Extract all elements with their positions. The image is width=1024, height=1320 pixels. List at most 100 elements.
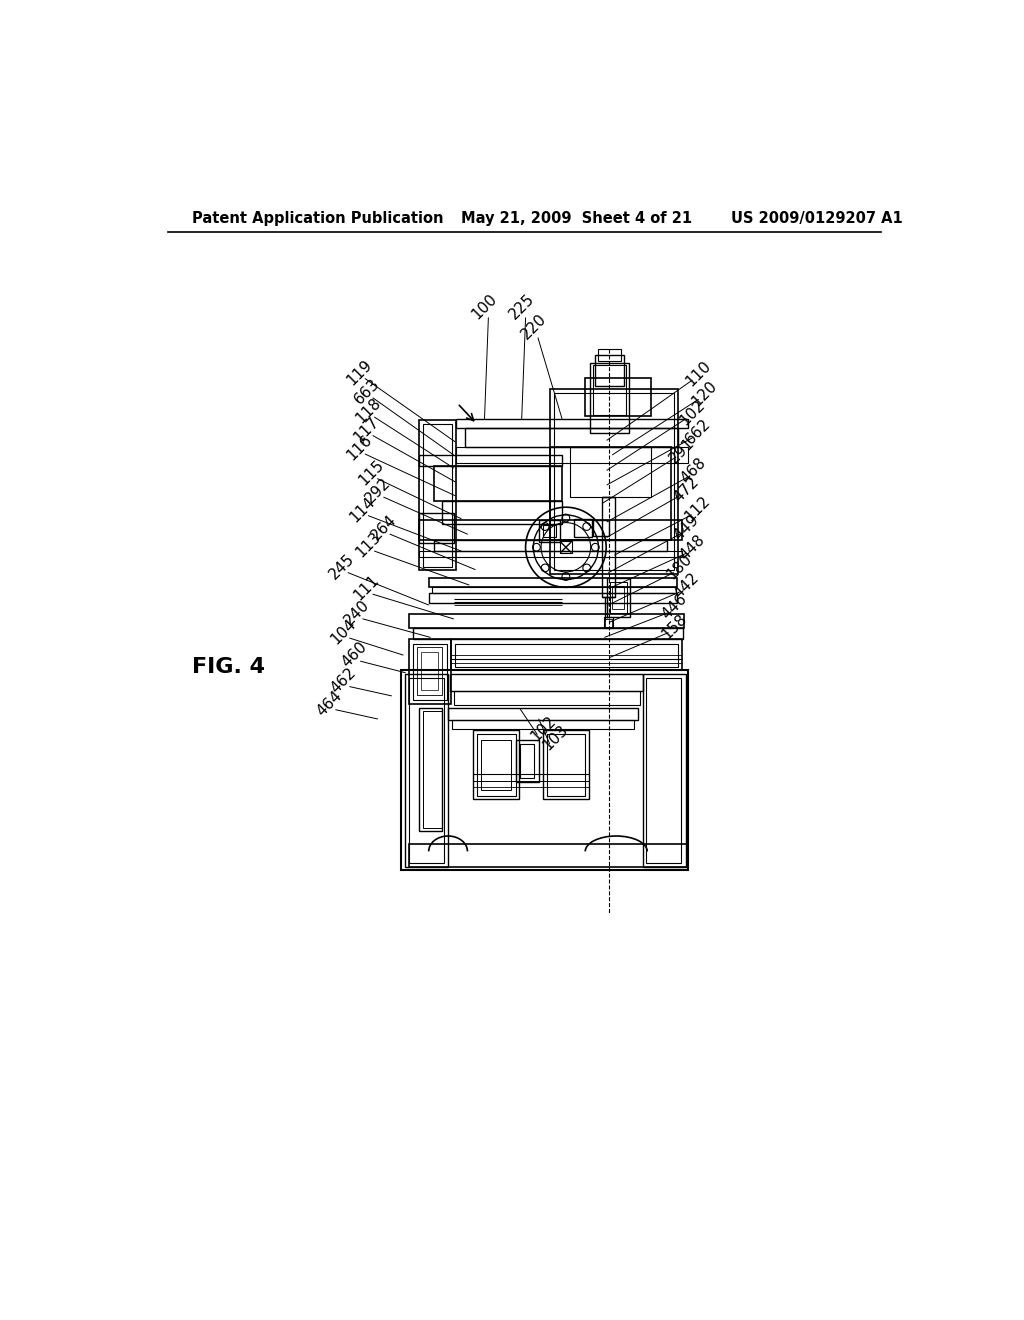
Text: 264: 264	[369, 512, 399, 544]
Bar	[419, 520, 682, 540]
Text: 468: 468	[678, 455, 710, 487]
Text: 158: 158	[658, 611, 690, 642]
Text: 114: 114	[346, 494, 378, 525]
Bar	[612, 586, 624, 609]
Bar	[465, 428, 678, 447]
Bar	[593, 520, 608, 536]
Text: 119: 119	[343, 356, 375, 388]
Bar	[598, 350, 621, 360]
Text: 464: 464	[314, 688, 345, 719]
Text: FIG. 4: FIG. 4	[191, 656, 264, 677]
Bar	[419, 708, 442, 832]
Text: Patent Application Publication: Patent Application Publication	[191, 211, 443, 226]
Bar	[421, 652, 438, 690]
Bar	[423, 424, 452, 566]
Bar	[456, 418, 688, 428]
Bar	[539, 520, 560, 541]
Bar	[414, 628, 683, 639]
Text: 102: 102	[528, 713, 559, 743]
Bar	[419, 420, 456, 570]
Text: 446: 446	[658, 591, 690, 622]
Text: May 21, 2009  Sheet 4 of 21: May 21, 2009 Sheet 4 of 21	[461, 211, 692, 226]
Bar	[515, 739, 539, 781]
Text: 449: 449	[671, 512, 701, 544]
Text: 118: 118	[352, 396, 384, 426]
Bar	[610, 582, 627, 612]
Text: 225: 225	[506, 290, 538, 322]
Bar	[590, 363, 629, 433]
Bar	[569, 447, 651, 498]
Bar	[560, 541, 572, 553]
Bar	[417, 647, 442, 696]
Bar	[400, 669, 687, 870]
Bar	[544, 525, 556, 537]
Bar	[452, 719, 634, 729]
Bar	[543, 730, 589, 799]
Bar	[643, 675, 686, 867]
Text: 117: 117	[351, 414, 382, 445]
Bar	[409, 843, 687, 867]
Bar	[573, 519, 592, 537]
Bar	[454, 692, 640, 705]
Text: 245: 245	[327, 550, 357, 582]
Bar	[434, 466, 562, 502]
Text: 104: 104	[328, 616, 359, 648]
Text: 110: 110	[683, 359, 714, 389]
Bar	[550, 389, 678, 574]
Text: 472: 472	[671, 474, 701, 506]
Bar	[432, 587, 676, 594]
Text: 240: 240	[341, 597, 372, 628]
Bar	[607, 578, 630, 616]
Text: US 2009/0129207 A1: US 2009/0129207 A1	[731, 211, 903, 226]
Bar	[449, 708, 638, 719]
Text: 112: 112	[682, 494, 713, 524]
Bar	[593, 364, 626, 414]
Bar	[419, 552, 682, 557]
Bar	[602, 498, 614, 597]
Bar	[646, 678, 681, 863]
Bar	[414, 644, 446, 700]
Text: 291: 291	[667, 436, 697, 466]
Bar	[410, 678, 444, 863]
Bar	[550, 447, 671, 540]
Bar	[473, 730, 519, 799]
Text: 102: 102	[677, 397, 708, 428]
Bar	[477, 734, 515, 796]
Text: 663: 663	[351, 376, 382, 408]
Text: 462: 462	[328, 665, 359, 696]
Text: 442: 442	[671, 570, 701, 602]
Text: 662: 662	[683, 416, 714, 447]
Text: 460: 460	[339, 639, 370, 671]
Bar	[455, 644, 678, 667]
Bar	[429, 594, 677, 603]
Bar	[547, 734, 586, 796]
Text: 111: 111	[351, 573, 382, 603]
Bar	[409, 639, 452, 705]
Text: 115: 115	[355, 457, 387, 488]
Bar	[452, 639, 682, 669]
Bar	[605, 619, 611, 627]
Bar	[423, 711, 442, 829]
Bar	[419, 455, 562, 466]
Text: 448: 448	[677, 532, 708, 562]
Text: 116: 116	[343, 433, 375, 463]
Bar	[456, 447, 688, 462]
Text: 103: 103	[541, 722, 571, 752]
Bar	[409, 614, 684, 628]
Bar	[419, 512, 454, 544]
Bar	[450, 675, 643, 692]
Bar	[481, 739, 511, 789]
Bar	[434, 540, 667, 552]
Text: 220: 220	[518, 310, 550, 342]
Bar	[604, 616, 613, 628]
Bar	[406, 675, 449, 867]
Bar	[554, 393, 675, 570]
Text: 120: 120	[689, 378, 720, 409]
Text: 292: 292	[362, 475, 393, 507]
Text: 180: 180	[665, 550, 695, 582]
Text: 100: 100	[469, 290, 500, 322]
Bar	[429, 578, 677, 587]
Bar	[520, 743, 535, 779]
Bar	[586, 378, 651, 416]
Bar	[595, 355, 624, 385]
